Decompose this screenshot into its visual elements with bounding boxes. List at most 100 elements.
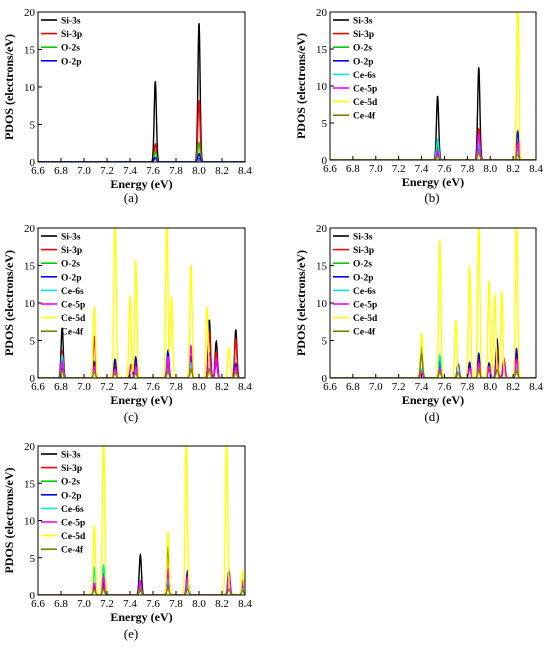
y-tick-label: 5 — [30, 120, 36, 132]
legend-label-ce-4f: Ce-4f — [353, 328, 376, 338]
x-tick-label: 6.8 — [346, 381, 360, 393]
series-line-o-2p — [330, 129, 536, 160]
x-axis-label: Energy (eV) — [110, 177, 172, 191]
y-tick-label: 15 — [316, 261, 328, 273]
y-tick-label: 15 — [316, 44, 328, 56]
series-line-o-2s — [330, 135, 536, 160]
legend-label-o-2s: O-2s — [61, 260, 80, 270]
y-tick-label: 20 — [24, 7, 36, 19]
x-tick-label: 7.4 — [123, 165, 137, 177]
x-tick-label: 8.2 — [215, 165, 229, 177]
series-line-si-3p — [38, 99, 245, 162]
y-tick-label: 0 — [322, 155, 328, 167]
y-tick-label: 20 — [316, 7, 328, 19]
x-tick-label: 8.4 — [238, 381, 252, 393]
x-tick-label: 8.2 — [215, 381, 229, 393]
x-tick-label: 6.8 — [54, 598, 68, 610]
legend-label-si-3p: Si-3p — [61, 30, 82, 40]
legend-label-si-3p: Si-3p — [353, 246, 374, 256]
x-tick-label: 7.8 — [169, 381, 183, 393]
x-tick-label: 8.0 — [192, 381, 206, 393]
legend: Si-3s Si-3p O-2s O-2p Ce-6s Ce-5p Ce-5d Ce-4f — [41, 451, 86, 556]
legend-label-o-2p: O-2p — [353, 57, 374, 67]
x-tick-label: 7.2 — [100, 381, 114, 393]
x-tick-label: 6.6 — [31, 598, 45, 610]
x-tick-label: 7.2 — [392, 163, 406, 175]
x-tick-label: 7.6 — [438, 381, 452, 393]
x-tick-label: 8.4 — [529, 381, 543, 393]
panel-caption: (c) — [124, 409, 138, 424]
legend: Si-3s Si-3p O-2s O-2p Ce-6s Ce-5p Ce-5d Ce-4f — [333, 233, 378, 338]
y-tick-label: 20 — [24, 441, 36, 453]
legend-label-o-2s: O-2s — [353, 260, 372, 270]
x-tick-label: 7.0 — [77, 165, 91, 177]
x-tick-label: 6.8 — [54, 381, 68, 393]
series-line-si-3s — [38, 545, 245, 595]
y-tick-label: 10 — [24, 82, 36, 94]
x-axis-label: Energy (eV) — [402, 393, 464, 407]
panel-caption: (b) — [424, 190, 439, 205]
x-tick-label: 7.4 — [123, 598, 137, 610]
x-tick-label: 8.2 — [506, 381, 520, 393]
y-tick-label: 15 — [24, 478, 36, 490]
y-tick-label: 0 — [30, 157, 36, 169]
series-line-ce-4f — [38, 368, 245, 378]
series-group — [38, 446, 245, 595]
y-tick-label: 0 — [30, 590, 36, 602]
y-axis-label: PDOS (electrons/eV) — [294, 33, 308, 139]
panel-d: 6.6 6.8 7.0 7.2 7.4 7.6 7.8 8.0 8.2 8.4 0 5 10 15 20 En… — [294, 223, 543, 424]
panel-caption: (a) — [124, 190, 138, 205]
legend-label-ce-5p: Ce-5p — [353, 301, 377, 311]
series-line-o-2p — [38, 152, 245, 162]
y-tick-label: 5 — [322, 336, 328, 348]
x-tick-label: 7.8 — [460, 163, 474, 175]
x-tick-label: 8.0 — [192, 165, 206, 177]
panel-e: 6.6 6.8 7.0 7.2 7.4 7.6 7.8 8.0 8.2 8.4 0 5 10 15 20 En… — [2, 441, 252, 641]
legend-label-si-3s: Si-3s — [353, 233, 373, 243]
x-axis-label: Energy (eV) — [402, 175, 464, 189]
x-tick-label: 7.0 — [77, 598, 91, 610]
x-tick-label: 8.0 — [192, 598, 206, 610]
x-tick-label: 6.6 — [31, 381, 45, 393]
series-line-o-2s — [38, 141, 245, 162]
x-tick-label: 6.8 — [54, 165, 68, 177]
x-tick-label: 7.6 — [146, 381, 160, 393]
x-tick-label: 8.0 — [483, 381, 497, 393]
y-tick-label: 15 — [24, 261, 36, 273]
x-tick-label: 6.6 — [323, 381, 337, 393]
x-tick-label: 8.4 — [238, 165, 252, 177]
x-tick-label: 7.0 — [369, 163, 383, 175]
x-tick-label: 7.4 — [415, 163, 429, 175]
y-tick-label: 20 — [24, 223, 36, 235]
series-line-ce-4f — [330, 151, 536, 160]
y-axis-label: PDOS (electrons/eV) — [2, 467, 16, 573]
x-tick-label: 8.2 — [215, 598, 229, 610]
legend-label-si-3p: Si-3p — [61, 246, 82, 256]
legend-label-o-2p: O-2p — [61, 491, 82, 501]
series-line-ce-5p — [330, 132, 536, 160]
legend-label-ce-4f: Ce-4f — [61, 546, 84, 556]
x-tick-label: 7.6 — [146, 165, 160, 177]
legend-label-ce-5d: Ce-5d — [61, 532, 86, 542]
x-axis-label: Energy (eV) — [110, 393, 172, 407]
legend-label-ce-6s: Ce-6s — [61, 505, 84, 515]
legend-label-o-2p: O-2p — [61, 273, 82, 283]
y-tick-label: 10 — [316, 298, 328, 310]
y-axis-label: PDOS (electrons/eV) — [294, 250, 308, 356]
legend-label-ce-5d: Ce-5d — [353, 314, 378, 324]
y-tick-label: 10 — [24, 298, 36, 310]
legend-label-si-3p: Si-3p — [61, 464, 82, 474]
legend-label-si-3s: Si-3s — [61, 233, 81, 243]
x-tick-label: 7.4 — [415, 381, 429, 393]
legend-label-ce-4f: Ce-4f — [61, 328, 84, 338]
legend-label-o-2s: O-2s — [353, 44, 372, 54]
series-line-ce-5p — [38, 343, 245, 378]
legend-label-o-2p: O-2p — [61, 57, 82, 67]
x-tick-label: 7.6 — [438, 163, 452, 175]
legend: Si-3s Si-3p O-2s O-2p — [41, 17, 82, 67]
panel-b: 6.6 6.8 7.0 7.2 7.4 7.6 7.8 8.0 8.2 8.4 0 5 10 15 20 En… — [294, 7, 543, 205]
y-tick-label: 20 — [316, 223, 328, 235]
x-tick-label: 8.4 — [529, 163, 543, 175]
y-tick-label: 15 — [24, 45, 36, 57]
